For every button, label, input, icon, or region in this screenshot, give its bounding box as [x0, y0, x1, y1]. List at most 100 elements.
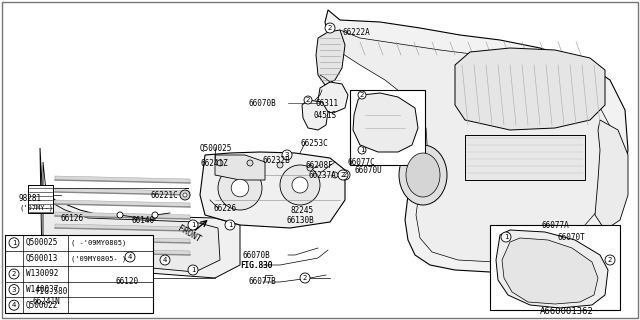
Text: 66070B: 66070B	[242, 251, 269, 260]
Text: 1: 1	[191, 267, 195, 273]
Polygon shape	[55, 176, 190, 183]
Polygon shape	[215, 155, 265, 180]
Bar	[465, 135, 585, 180]
Text: 66241N: 66241N	[32, 298, 60, 307]
Text: 66222A: 66222A	[342, 28, 370, 36]
Polygon shape	[353, 93, 418, 152]
Text: 2: 2	[608, 257, 612, 263]
Polygon shape	[43, 162, 220, 272]
Text: W130092: W130092	[26, 269, 58, 278]
Circle shape	[183, 193, 187, 197]
Circle shape	[300, 273, 310, 283]
Polygon shape	[502, 238, 598, 304]
Text: 66311: 66311	[315, 99, 338, 108]
Circle shape	[282, 150, 292, 160]
Bar	[5, 235, 153, 313]
Polygon shape	[200, 152, 345, 228]
Text: 66232B: 66232B	[262, 156, 290, 164]
Text: 1: 1	[12, 240, 16, 246]
Circle shape	[358, 91, 366, 99]
Polygon shape	[302, 100, 328, 130]
Text: 2: 2	[360, 92, 364, 98]
Circle shape	[501, 232, 511, 242]
Circle shape	[247, 160, 253, 166]
Polygon shape	[55, 224, 190, 231]
Text: 66226: 66226	[213, 204, 236, 212]
Polygon shape	[55, 188, 190, 195]
Text: 4: 4	[128, 254, 132, 260]
Text: 66221C: 66221C	[150, 190, 178, 199]
Text: 66241Z: 66241Z	[200, 158, 228, 167]
Text: Q500013: Q500013	[26, 254, 58, 263]
Text: 66208F: 66208F	[305, 161, 333, 170]
Text: 66140: 66140	[131, 215, 154, 225]
Circle shape	[277, 162, 283, 168]
Circle shape	[160, 255, 170, 265]
Polygon shape	[325, 10, 628, 272]
Circle shape	[117, 212, 123, 218]
Polygon shape	[318, 82, 348, 113]
Text: 66077B: 66077B	[248, 277, 276, 286]
Circle shape	[358, 146, 366, 154]
Text: 3: 3	[12, 287, 16, 292]
Text: ( -'09MY0805): ( -'09MY0805)	[71, 240, 126, 246]
Polygon shape	[496, 230, 608, 308]
Circle shape	[9, 300, 19, 310]
Text: A660001362: A660001362	[540, 308, 594, 316]
Text: 0451S: 0451S	[313, 110, 336, 119]
Text: Q500022: Q500022	[26, 301, 58, 310]
Circle shape	[188, 265, 198, 275]
Polygon shape	[595, 120, 628, 230]
Text: FIG.830: FIG.830	[240, 260, 273, 269]
Circle shape	[217, 160, 223, 166]
Circle shape	[125, 252, 135, 262]
Text: 66120: 66120	[115, 277, 138, 286]
Text: 3: 3	[285, 152, 289, 158]
Text: 2: 2	[306, 97, 310, 103]
Text: 98281: 98281	[18, 194, 41, 203]
Polygon shape	[55, 236, 190, 243]
Text: FRONT: FRONT	[176, 224, 202, 244]
Text: 66070U: 66070U	[354, 165, 381, 174]
Polygon shape	[55, 200, 190, 207]
Polygon shape	[55, 248, 190, 255]
Text: 2: 2	[12, 271, 16, 277]
Text: 1: 1	[191, 222, 195, 228]
Circle shape	[325, 23, 335, 33]
Text: ('09MY0805- ): ('09MY0805- )	[71, 255, 126, 262]
Bar	[28, 185, 53, 213]
Circle shape	[218, 166, 262, 210]
Text: 66237A: 66237A	[308, 171, 336, 180]
Circle shape	[307, 165, 313, 171]
Circle shape	[332, 172, 338, 178]
Polygon shape	[455, 48, 605, 130]
Text: 66253C: 66253C	[300, 139, 328, 148]
Circle shape	[280, 165, 320, 205]
Text: 1: 1	[360, 147, 364, 153]
Polygon shape	[332, 30, 612, 262]
Circle shape	[292, 177, 308, 193]
Text: 82245: 82245	[290, 205, 313, 214]
Circle shape	[9, 238, 19, 248]
Circle shape	[338, 170, 348, 180]
Text: 66126: 66126	[60, 213, 83, 222]
Circle shape	[605, 255, 615, 265]
Polygon shape	[40, 148, 240, 278]
Text: W140037: W140037	[26, 285, 58, 294]
Text: 2: 2	[343, 172, 347, 178]
Text: 2: 2	[341, 172, 345, 178]
Ellipse shape	[406, 153, 440, 197]
Text: 2: 2	[303, 275, 307, 281]
Circle shape	[188, 220, 198, 230]
Polygon shape	[55, 212, 190, 219]
Text: 66070B: 66070B	[248, 99, 276, 108]
Text: FIG.830: FIG.830	[240, 260, 273, 269]
Circle shape	[152, 212, 158, 218]
Text: 66070T: 66070T	[558, 233, 586, 242]
Circle shape	[9, 284, 19, 295]
Text: Q500025: Q500025	[26, 238, 58, 247]
Text: 66130B: 66130B	[286, 215, 314, 225]
Text: 66077A: 66077A	[542, 220, 570, 229]
Ellipse shape	[399, 145, 447, 205]
Circle shape	[231, 179, 249, 197]
